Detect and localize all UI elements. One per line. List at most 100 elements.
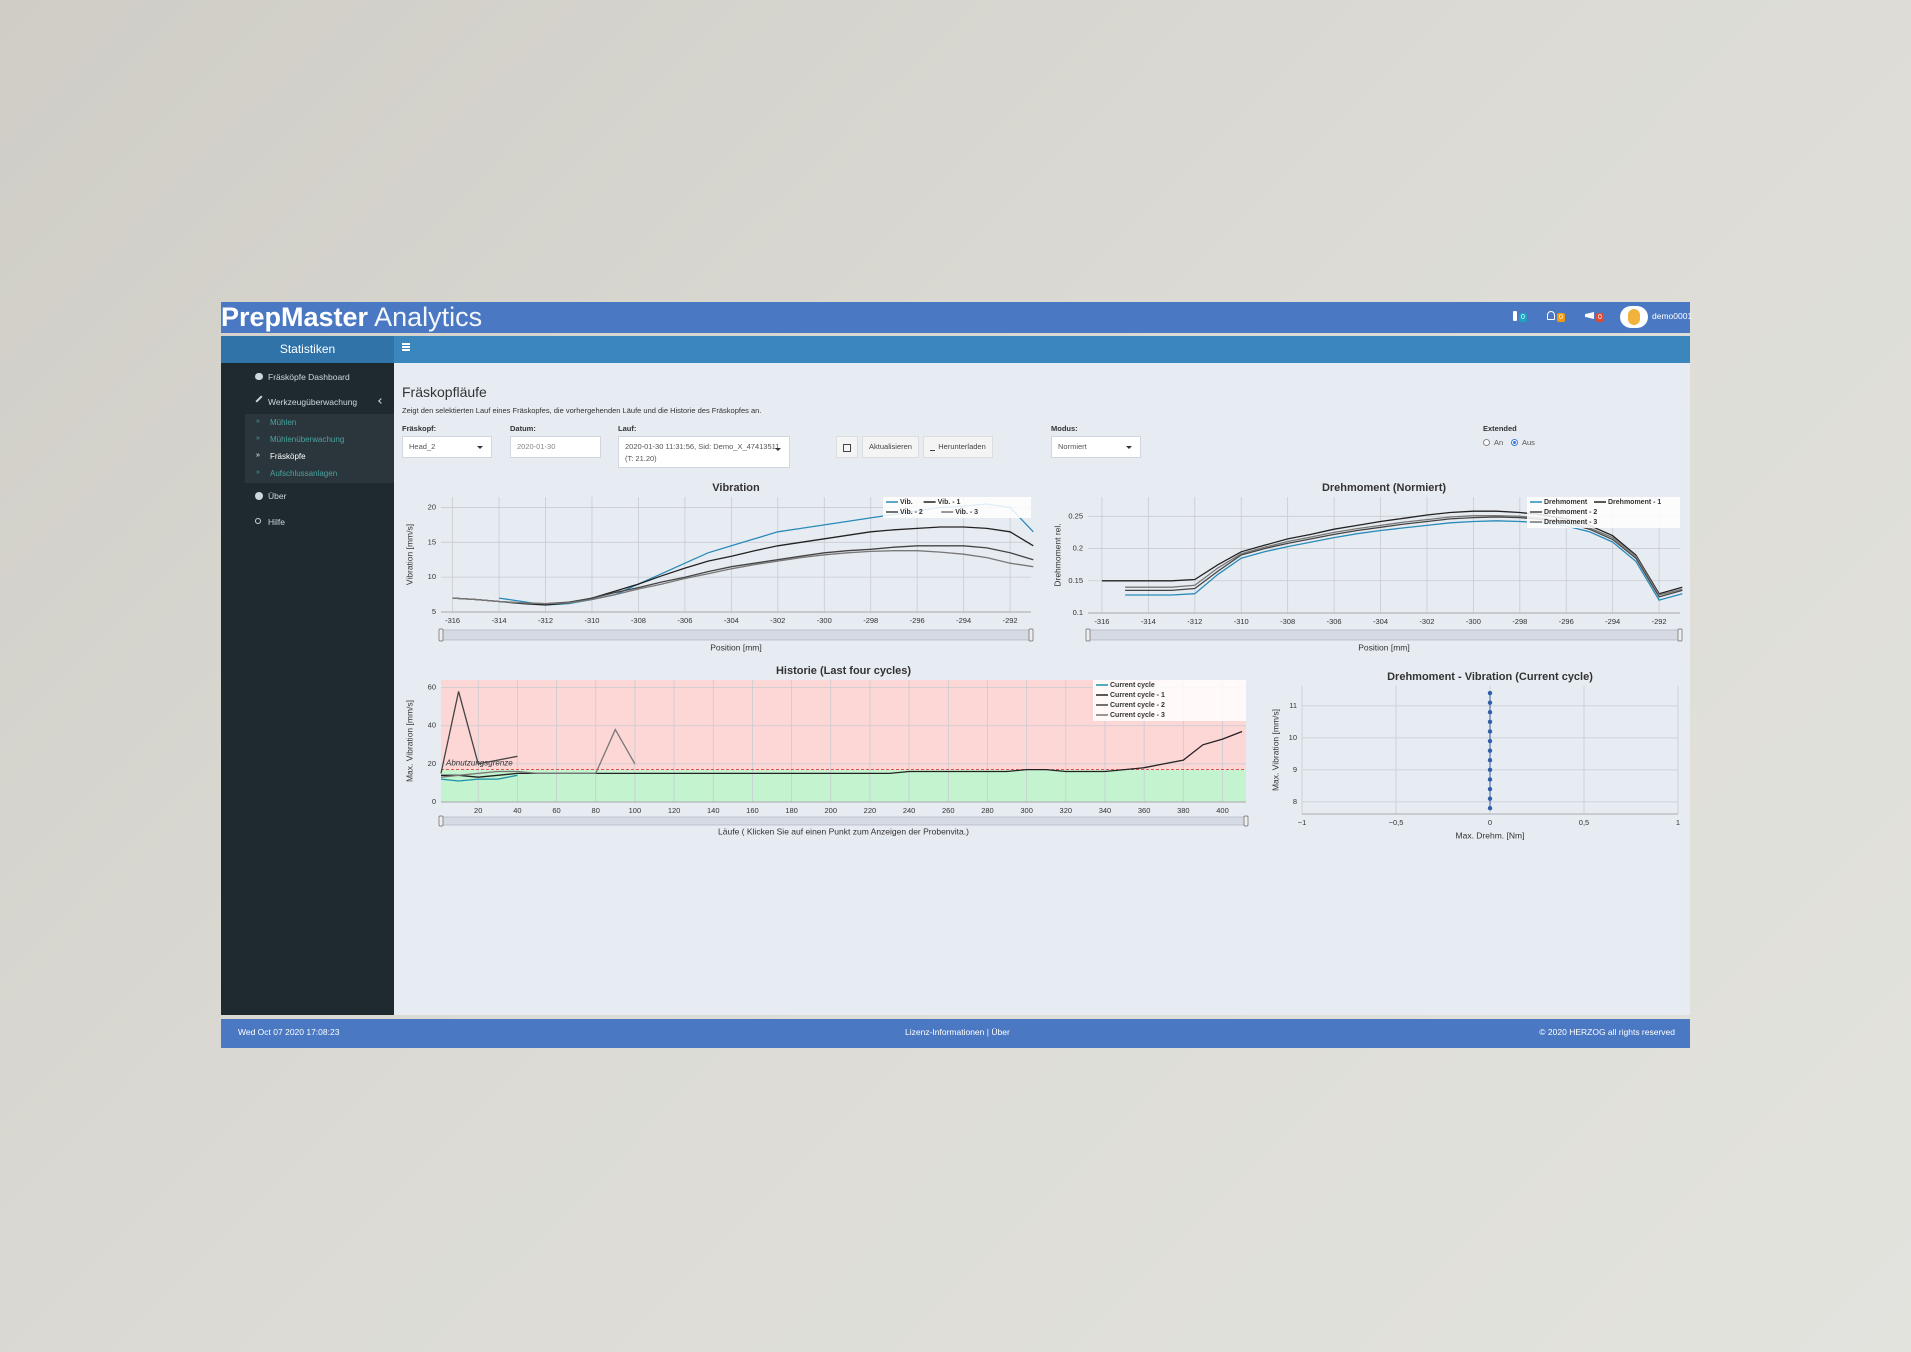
chart-title: Drehmoment (Normiert) [1322,482,1446,494]
avatar-figure [1628,309,1640,325]
point [1487,729,1493,734]
page-description: Zeigt den selektierten Lauf eines Fräsko… [402,406,762,415]
menu-item[interactable]: Werkzeugüberwachung [268,397,358,407]
radio[interactable] [1483,439,1490,446]
y-tick-label: 5 [432,607,436,616]
series-line [452,526,1034,606]
x-tick-label: -292 [1652,617,1667,626]
legend-label: Drehmoment - 2 [1544,509,1597,516]
radio-label: Aus [1522,438,1535,447]
menu-item[interactable]: Fräsköpfe Dashboard [268,372,350,382]
sidebar-title: Statistiken [221,336,394,363]
x-tick-label: -292 [1003,616,1018,625]
legend-label: Current cycle [1110,682,1155,689]
brand[interactable]: PrepMaster Analytics [221,300,482,334]
y-tick-label: 10 [428,572,436,581]
y-tick-label: 60 [428,683,436,692]
select[interactable]: Normiert [1051,436,1141,458]
menu-item[interactable]: Über [268,491,287,501]
ok-zone [441,769,1246,802]
series-line [440,728,636,778]
x-tick-label: -302 [770,616,785,625]
caret [1126,446,1132,452]
refresh-button[interactable]: Aktualisieren [862,436,919,458]
submenu-item-active[interactable]: Fräsköpfe [270,452,306,461]
range-slider [440,816,1247,826]
download-button[interactable]: Herunterladen [923,436,993,458]
x-tick-label: 0 [1488,818,1492,827]
date-input[interactable]: 2020-01-30 [510,436,601,458]
series-line [499,503,1034,606]
x-tick-label: 200 [825,806,838,815]
x-tick-label: -316 [1094,617,1109,626]
link[interactable]: Über [991,1027,1010,1037]
x-tick-label: -300 [817,616,832,625]
range-handle [1028,628,1034,642]
x-axis-title: Läufe ( Klicken Sie auf einen Punkt zum … [718,826,969,836]
series-line [1125,516,1683,598]
x-tick-label: -310 [1234,617,1249,626]
filter-label: Lauf: [618,424,637,433]
radio-checked[interactable] [1511,439,1518,446]
x-axis-title: Max. Drehm. [Nm] [1456,830,1525,840]
x-tick-label: -312 [538,616,553,625]
flag-icon[interactable] [1585,312,1594,319]
x-tick-label: 280 [981,806,994,815]
point [1487,700,1493,705]
submenu-item[interactable]: Aufschlussanlagen [270,469,338,478]
legend-label: Current cycle - 2 [1110,702,1165,709]
legend [1093,680,1246,721]
x-tick-label: -312 [1187,617,1202,626]
chart-title: Vibration [712,482,760,494]
y-tick-label: 11 [1289,701,1297,710]
y-axis-title: Max. Vibration [mm/s] [1270,709,1280,791]
x-tick-label: -296 [910,616,925,625]
x-tick-label: 180 [785,806,798,815]
point [1487,777,1493,782]
submenu-item[interactable]: Mühlenüberwachung [270,435,345,444]
y-tick-label: 8 [1293,797,1297,806]
y-tick-label: 0.2 [1073,544,1083,553]
edit-icon [843,444,851,452]
series-line [440,774,518,782]
x-tick-label: -316 [445,616,460,625]
x-tick-label: 300 [1020,806,1033,815]
link[interactable]: Lizenz-Informationen [905,1027,985,1037]
page-title: Fräskopfläufe [402,384,487,400]
info-icon[interactable] [1513,311,1517,321]
legend-label: Vib. [900,499,913,506]
menu-item[interactable]: Hilfe [268,517,286,527]
navbar [221,302,1690,333]
chart-title: Historie (Last four cycles) [776,665,911,677]
chevrons: » [256,469,260,476]
filter-label: Modus: [1051,424,1078,433]
info-icon [255,492,263,500]
range-handle [1677,628,1683,642]
submenu-item[interactable]: Mühlen [270,418,297,427]
x-tick-label: 0,5 [1579,818,1589,827]
dashboard-icon [255,373,263,380]
legend-label: Vib. - 1 [938,499,961,506]
caret [477,446,483,452]
x-tick-label: 100 [629,806,642,815]
legend-label: Current cycle - 1 [1110,692,1165,699]
x-tick-label: -306 [1327,617,1342,626]
caret [775,448,781,454]
select[interactable]: Head_2 [402,436,492,458]
bell-icon[interactable] [1547,311,1555,320]
edit-button[interactable] [836,436,858,458]
menu-toggle[interactable] [402,343,410,345]
select-value-extra: (T: 21.20) [625,454,657,463]
chevrons: » [256,452,260,459]
radio-label: An [1494,438,1504,447]
range-handle [438,815,444,827]
username[interactable]: demo0001 [1652,311,1693,321]
point [1487,710,1493,715]
x-tick-label: 120 [668,806,681,815]
point [1487,806,1493,811]
legend-label: Drehmoment - 1 [1608,499,1661,506]
select[interactable]: 2020-01-30 11:31:56, Sid: Demo_X_4741351… [618,436,790,468]
notification-badge: 0 [1557,313,1565,322]
point [1487,719,1493,725]
point [1487,690,1493,696]
